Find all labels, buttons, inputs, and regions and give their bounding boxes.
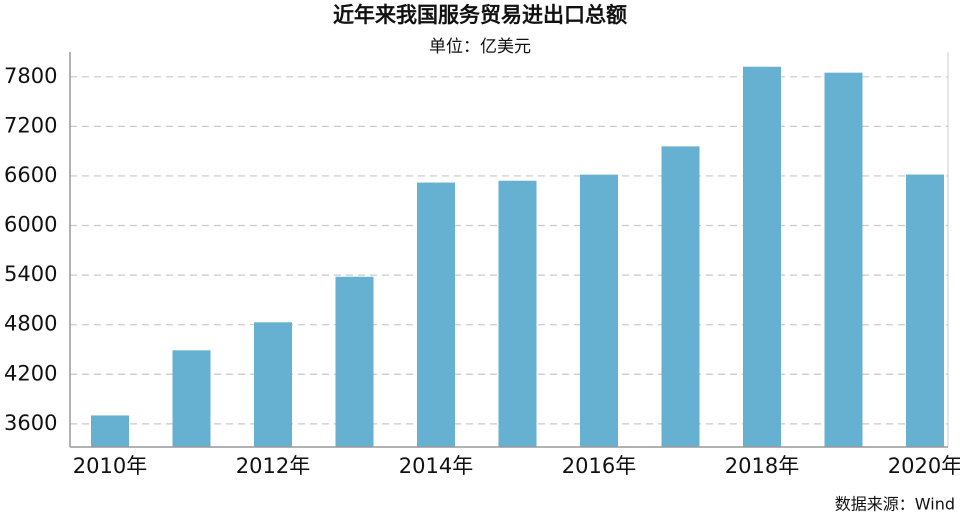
source-note: 数据来源：Wind — [835, 495, 955, 514]
x-tick-label: 2018年 — [725, 454, 799, 478]
bar — [824, 72, 863, 447]
bar — [417, 182, 455, 447]
x-tick-label: 2014年 — [399, 454, 473, 478]
bar — [335, 276, 374, 447]
y-tick-label: 4800 — [4, 312, 57, 336]
bar — [906, 174, 944, 447]
bar — [91, 415, 129, 447]
y-tick-label: 7200 — [4, 113, 57, 137]
chart-subtitle: 单位：亿美元 — [429, 37, 531, 57]
bar — [661, 146, 700, 447]
y-tick-label: 6600 — [4, 163, 57, 187]
bar — [743, 66, 781, 448]
x-tick-label: 2010年 — [73, 454, 147, 478]
bar — [498, 180, 537, 447]
bar — [172, 350, 211, 447]
chart-title: 近年来我国服务贸易进出口总额 — [333, 3, 627, 27]
y-tick-label: 6000 — [4, 213, 57, 237]
y-tick-label: 4200 — [4, 361, 57, 385]
x-tick-label: 2012年 — [236, 454, 310, 478]
bar — [580, 174, 618, 447]
y-tick-label: 7800 — [4, 64, 57, 88]
x-tick-label: 2020年 — [888, 454, 960, 478]
y-tick-label: 5400 — [4, 262, 57, 286]
x-tick-label: 2016年 — [562, 454, 636, 478]
bar — [254, 322, 292, 447]
y-tick-label: 3600 — [4, 411, 57, 435]
